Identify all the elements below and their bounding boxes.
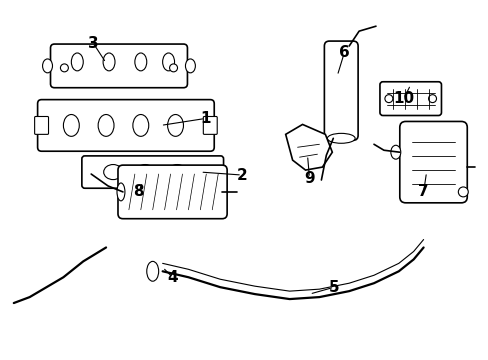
FancyBboxPatch shape xyxy=(38,100,214,151)
Text: 1: 1 xyxy=(200,111,210,126)
Ellipse shape xyxy=(326,133,354,143)
Circle shape xyxy=(427,95,436,103)
Ellipse shape xyxy=(71,53,83,71)
Ellipse shape xyxy=(167,165,186,180)
Text: 4: 4 xyxy=(167,270,178,285)
Ellipse shape xyxy=(163,53,174,71)
FancyBboxPatch shape xyxy=(399,121,467,203)
FancyBboxPatch shape xyxy=(379,82,441,116)
Text: 6: 6 xyxy=(338,45,349,60)
Ellipse shape xyxy=(42,59,52,73)
Ellipse shape xyxy=(103,53,115,71)
Circle shape xyxy=(457,187,468,197)
Text: 8: 8 xyxy=(133,184,144,199)
Circle shape xyxy=(384,95,392,103)
FancyBboxPatch shape xyxy=(50,44,187,88)
FancyBboxPatch shape xyxy=(81,156,223,188)
Text: 2: 2 xyxy=(236,167,247,183)
Ellipse shape xyxy=(117,183,124,201)
Ellipse shape xyxy=(146,261,158,281)
Circle shape xyxy=(169,64,177,72)
Text: 3: 3 xyxy=(88,36,98,50)
FancyBboxPatch shape xyxy=(35,117,48,134)
FancyBboxPatch shape xyxy=(324,41,357,140)
Circle shape xyxy=(61,64,68,72)
Ellipse shape xyxy=(390,145,400,159)
Polygon shape xyxy=(285,125,332,170)
Ellipse shape xyxy=(63,114,79,136)
Text: 7: 7 xyxy=(417,184,428,199)
Ellipse shape xyxy=(185,59,195,73)
Ellipse shape xyxy=(103,165,122,180)
FancyBboxPatch shape xyxy=(203,117,217,134)
Ellipse shape xyxy=(133,114,148,136)
Text: 9: 9 xyxy=(304,171,314,185)
Ellipse shape xyxy=(98,114,114,136)
Text: 10: 10 xyxy=(392,91,413,106)
Text: 5: 5 xyxy=(328,280,339,295)
Ellipse shape xyxy=(135,53,146,71)
Ellipse shape xyxy=(167,114,183,136)
FancyBboxPatch shape xyxy=(118,165,226,219)
Ellipse shape xyxy=(136,165,154,180)
